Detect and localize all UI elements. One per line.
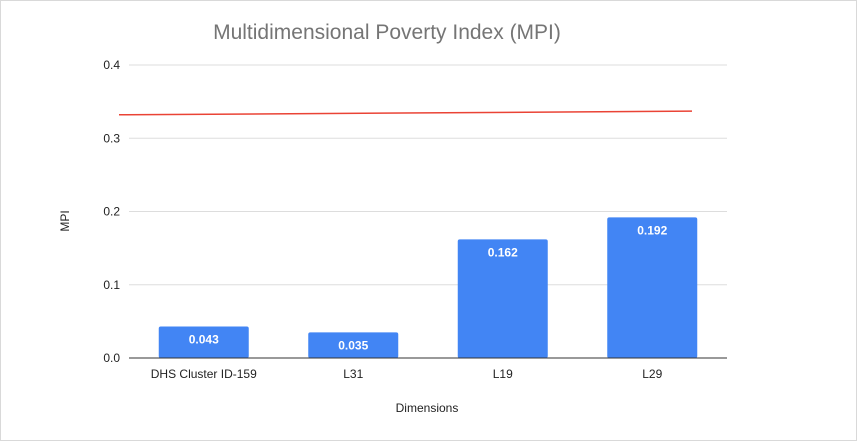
x-tick-label: DHS Cluster ID-159 [151, 367, 257, 381]
bar [158, 326, 249, 358]
bar-data-label: 0.162 [488, 245, 518, 259]
reference-line-layer [118, 110, 693, 116]
x-tick-label: L29 [642, 367, 662, 381]
bar-data-label: 0.043 [189, 333, 219, 347]
y-tick-label: 0.4 [103, 58, 120, 72]
y-tick-label: 0.3 [103, 131, 120, 145]
bar [308, 332, 399, 358]
bar-data-label: 0.035 [338, 338, 368, 352]
bar-data-label: 0.192 [637, 223, 667, 237]
y-axis-ticks: 0.0 0.1 0.2 0.3 0.4 [103, 58, 120, 365]
y-axis-label: MPI [58, 210, 72, 231]
bars: 0.043 0.035 0.162 0.192 [158, 217, 698, 358]
chart-title: Multidimensional Poverty Index (MPI) [213, 21, 561, 44]
x-axis-ticks: DHS Cluster ID-159 L31 L19 L29 [151, 367, 663, 381]
x-axis-label: Dimensions [396, 401, 459, 415]
y-tick-label: 0.0 [103, 351, 120, 365]
x-tick-label: L19 [493, 367, 513, 381]
y-tick-label: 0.1 [103, 278, 120, 292]
bar [457, 239, 548, 358]
bar [607, 217, 698, 358]
x-tick-label: L31 [343, 367, 363, 381]
y-tick-label: 0.2 [103, 205, 120, 219]
reference-line [118, 110, 693, 116]
